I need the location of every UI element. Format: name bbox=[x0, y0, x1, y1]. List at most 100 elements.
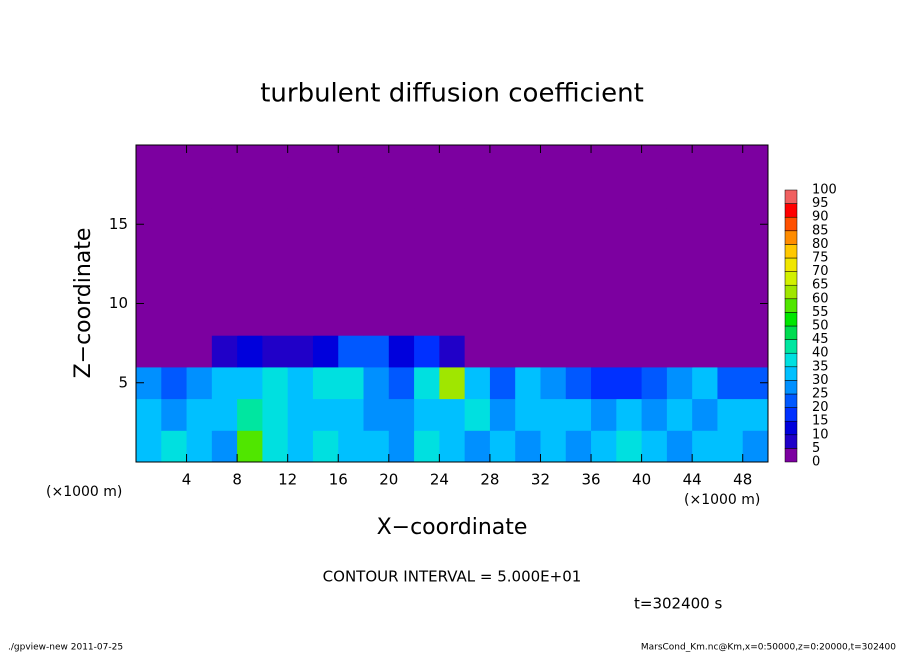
x-unit-label: (×1000 m) bbox=[684, 492, 760, 508]
heat-cell bbox=[515, 240, 541, 273]
heat-cell bbox=[186, 303, 213, 336]
heat-cell bbox=[312, 271, 339, 304]
heat-cell bbox=[641, 176, 668, 209]
heat-cell bbox=[388, 335, 415, 368]
heat-cell bbox=[641, 271, 668, 304]
heat-cell bbox=[388, 240, 415, 273]
heat-cell bbox=[414, 335, 440, 368]
footer-left: ./gpview-new 2011-07-25 bbox=[8, 643, 123, 653]
heat-cell bbox=[616, 271, 643, 304]
heat-cell bbox=[287, 271, 314, 304]
heat-cell bbox=[717, 335, 744, 368]
heat-cell bbox=[262, 366, 289, 400]
contour-interval: CONTOUR INTERVAL = 5.000E+01 bbox=[323, 568, 582, 586]
heat-cell bbox=[565, 335, 592, 368]
heat-cell bbox=[692, 240, 718, 273]
y-tick-label: 5 bbox=[118, 373, 128, 391]
heat-cell bbox=[742, 303, 769, 336]
heat-cell bbox=[717, 271, 744, 304]
chart-title: turbulent diffusion coefficient bbox=[260, 79, 644, 109]
heat-cell bbox=[388, 430, 415, 463]
x-tick-label: 44 bbox=[683, 471, 702, 489]
heat-cell bbox=[717, 240, 744, 273]
heat-cell bbox=[186, 176, 213, 209]
heat-cell bbox=[338, 145, 365, 178]
colorbar-band bbox=[784, 257, 798, 272]
heat-cell bbox=[540, 335, 567, 368]
heat-cell bbox=[161, 303, 188, 336]
heat-cell bbox=[717, 176, 744, 209]
heat-cell bbox=[237, 398, 263, 431]
heat-cell bbox=[211, 240, 238, 273]
heat-cell bbox=[237, 176, 263, 209]
heat-cell bbox=[338, 303, 365, 336]
heat-cell bbox=[641, 240, 668, 273]
heat-cell bbox=[464, 398, 491, 431]
colorbar-label: 10 bbox=[812, 427, 829, 442]
heat-cell bbox=[262, 208, 289, 241]
heat-cell bbox=[312, 430, 339, 463]
colorbar-label: 80 bbox=[812, 237, 829, 252]
heat-cell bbox=[742, 176, 769, 209]
heat-cell bbox=[363, 208, 390, 241]
heat-cell bbox=[287, 208, 314, 241]
heat-cell bbox=[211, 176, 238, 209]
heat-cell bbox=[464, 430, 491, 463]
heat-cell bbox=[742, 145, 769, 178]
heat-cell bbox=[439, 335, 466, 368]
colorbar-band bbox=[784, 434, 798, 449]
heat-cell bbox=[237, 208, 263, 241]
colorbar-band bbox=[784, 366, 798, 381]
heat-cell bbox=[287, 335, 314, 368]
colorbar-label: 20 bbox=[812, 400, 829, 415]
heat-cell bbox=[540, 145, 567, 178]
colorbar-label: 95 bbox=[812, 196, 829, 211]
heat-cell bbox=[616, 303, 643, 336]
heat-cell bbox=[414, 208, 440, 241]
heat-cell bbox=[616, 208, 643, 241]
heat-cell bbox=[414, 303, 440, 336]
heat-cell bbox=[262, 303, 289, 336]
colorbar-label: 40 bbox=[812, 346, 829, 361]
y-axis-label: Z−coordinate bbox=[71, 228, 96, 379]
heat-cell bbox=[312, 366, 339, 400]
colorbar-band bbox=[784, 393, 798, 408]
colorbar-label: 15 bbox=[812, 414, 829, 429]
heat-cell bbox=[439, 145, 466, 178]
heat-cell bbox=[666, 303, 693, 336]
heat-cell bbox=[287, 398, 314, 431]
heat-cell bbox=[287, 430, 314, 463]
heat-cell bbox=[237, 430, 263, 463]
heat-cell bbox=[161, 145, 188, 178]
heat-cell bbox=[338, 398, 365, 431]
heat-cell bbox=[287, 240, 314, 273]
heat-cell bbox=[287, 176, 314, 209]
heat-cell bbox=[540, 366, 567, 400]
y-tick-label: 10 bbox=[109, 294, 128, 312]
heat-cell bbox=[338, 271, 365, 304]
heat-cell bbox=[742, 271, 769, 304]
heat-cell bbox=[591, 335, 617, 368]
heat-cell bbox=[211, 430, 238, 463]
heat-cell bbox=[136, 271, 162, 304]
heat-cell bbox=[439, 240, 466, 273]
heat-cell bbox=[262, 398, 289, 431]
heat-cell bbox=[312, 240, 339, 273]
colorbar-label: 30 bbox=[812, 373, 829, 388]
colorbar-label: 50 bbox=[812, 319, 829, 334]
heat-cell bbox=[489, 208, 516, 241]
colorbar-label: 90 bbox=[812, 210, 829, 225]
heat-cell bbox=[262, 145, 289, 178]
heat-cell bbox=[312, 145, 339, 178]
heat-cell bbox=[414, 366, 440, 400]
colorbar-band bbox=[784, 271, 798, 286]
heat-cell bbox=[591, 176, 617, 209]
heat-cell bbox=[439, 271, 466, 304]
heat-cell bbox=[666, 240, 693, 273]
heat-cell bbox=[136, 240, 162, 273]
heat-cell bbox=[540, 240, 567, 273]
heat-cell bbox=[186, 430, 213, 463]
heat-cell bbox=[363, 303, 390, 336]
colorbar-label: 25 bbox=[812, 387, 829, 402]
heat-cell bbox=[186, 398, 213, 431]
